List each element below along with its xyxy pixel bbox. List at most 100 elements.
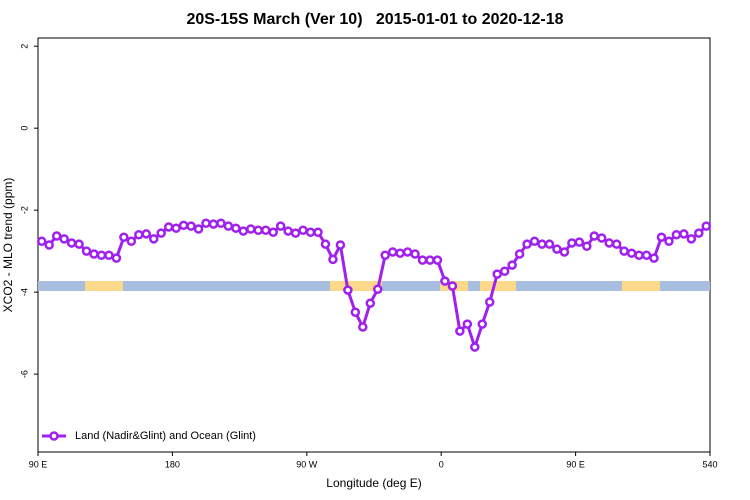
- point: [223, 221, 234, 231]
- point: [253, 225, 264, 235]
- point: [701, 221, 712, 231]
- point: [74, 239, 84, 249]
- point: [372, 284, 383, 295]
- point: [679, 229, 689, 239]
- point: [425, 255, 435, 265]
- point: [380, 250, 390, 260]
- point: [260, 225, 271, 235]
- legend-marker: [49, 431, 59, 441]
- y-tick-label: 2: [19, 44, 29, 49]
- x-tick-label: 90 E: [566, 459, 585, 469]
- point: [596, 233, 607, 243]
- point: [96, 250, 107, 260]
- point: [335, 240, 346, 250]
- land-strip: [85, 281, 123, 291]
- point: [656, 232, 667, 242]
- point: [649, 253, 659, 263]
- land-strip: [330, 281, 382, 291]
- point: [246, 224, 256, 234]
- land-strip: [622, 281, 660, 291]
- point: [387, 247, 398, 257]
- point: [626, 248, 637, 258]
- point: [44, 240, 54, 250]
- point: [686, 234, 697, 244]
- point: [66, 238, 77, 248]
- point: [51, 231, 62, 241]
- point: [358, 322, 368, 332]
- chart-title: 20S-15S March (Ver 10) 2015-01-01 to 202…: [186, 11, 563, 28]
- point: [59, 234, 69, 244]
- point: [402, 247, 413, 257]
- point: [492, 269, 502, 279]
- point: [290, 228, 301, 238]
- point: [216, 218, 226, 229]
- point: [417, 255, 428, 265]
- point: [619, 246, 629, 256]
- point: [186, 221, 196, 231]
- point: [567, 238, 577, 248]
- point: [208, 219, 219, 229]
- point: [440, 276, 450, 286]
- land-strip: [480, 281, 516, 291]
- point: [634, 250, 644, 260]
- point: [178, 220, 189, 231]
- x-tick-label: 90 W: [296, 459, 318, 469]
- point: [432, 255, 443, 265]
- point: [313, 227, 323, 238]
- point: [328, 254, 338, 265]
- point: [171, 223, 181, 233]
- legend-label: Land (Nadir&Glint) and Ocean (Glint): [75, 430, 256, 442]
- point: [529, 236, 540, 247]
- point: [410, 249, 420, 259]
- point: [81, 246, 92, 256]
- point: [36, 236, 47, 247]
- x-tick-label: 90 E: [29, 459, 48, 469]
- point: [611, 239, 622, 249]
- x-tick-label: 0: [439, 459, 444, 469]
- point: [201, 218, 211, 229]
- point: [193, 224, 204, 234]
- point: [559, 247, 570, 257]
- point: [119, 232, 129, 242]
- point: [462, 319, 473, 329]
- point: [694, 228, 704, 238]
- point: [537, 239, 547, 249]
- x-axis-label: Longitude (deg E): [326, 476, 421, 490]
- point: [455, 326, 465, 336]
- point: [470, 342, 480, 352]
- y-tick-label: -4: [19, 288, 29, 296]
- point: [111, 253, 122, 263]
- point: [268, 227, 278, 238]
- point: [589, 231, 600, 241]
- x-tick-label: 540: [702, 459, 717, 469]
- point: [365, 298, 376, 308]
- point: [238, 226, 249, 236]
- y-axis-label: XCO2 - MLO trend (ppm): [1, 178, 15, 313]
- point: [350, 307, 361, 317]
- point: [544, 239, 555, 249]
- point: [477, 319, 488, 329]
- plot-frame: [37, 37, 711, 453]
- point: [305, 227, 316, 238]
- y-tick-label: -6: [19, 370, 29, 378]
- point: [275, 221, 286, 231]
- point: [283, 226, 293, 236]
- point: [671, 230, 682, 240]
- point: [552, 244, 562, 254]
- point: [499, 266, 510, 276]
- point: [522, 239, 532, 249]
- point: [298, 225, 308, 235]
- point: [320, 239, 331, 249]
- x-tick-label: 180: [165, 459, 180, 469]
- point: [507, 260, 517, 270]
- point: [582, 241, 592, 251]
- point: [664, 236, 674, 247]
- point: [574, 237, 585, 247]
- point: [89, 249, 99, 259]
- point: [141, 229, 152, 239]
- point: [395, 248, 405, 258]
- y-tick-label: 0: [19, 126, 29, 131]
- point: [148, 234, 159, 244]
- point: [156, 228, 166, 238]
